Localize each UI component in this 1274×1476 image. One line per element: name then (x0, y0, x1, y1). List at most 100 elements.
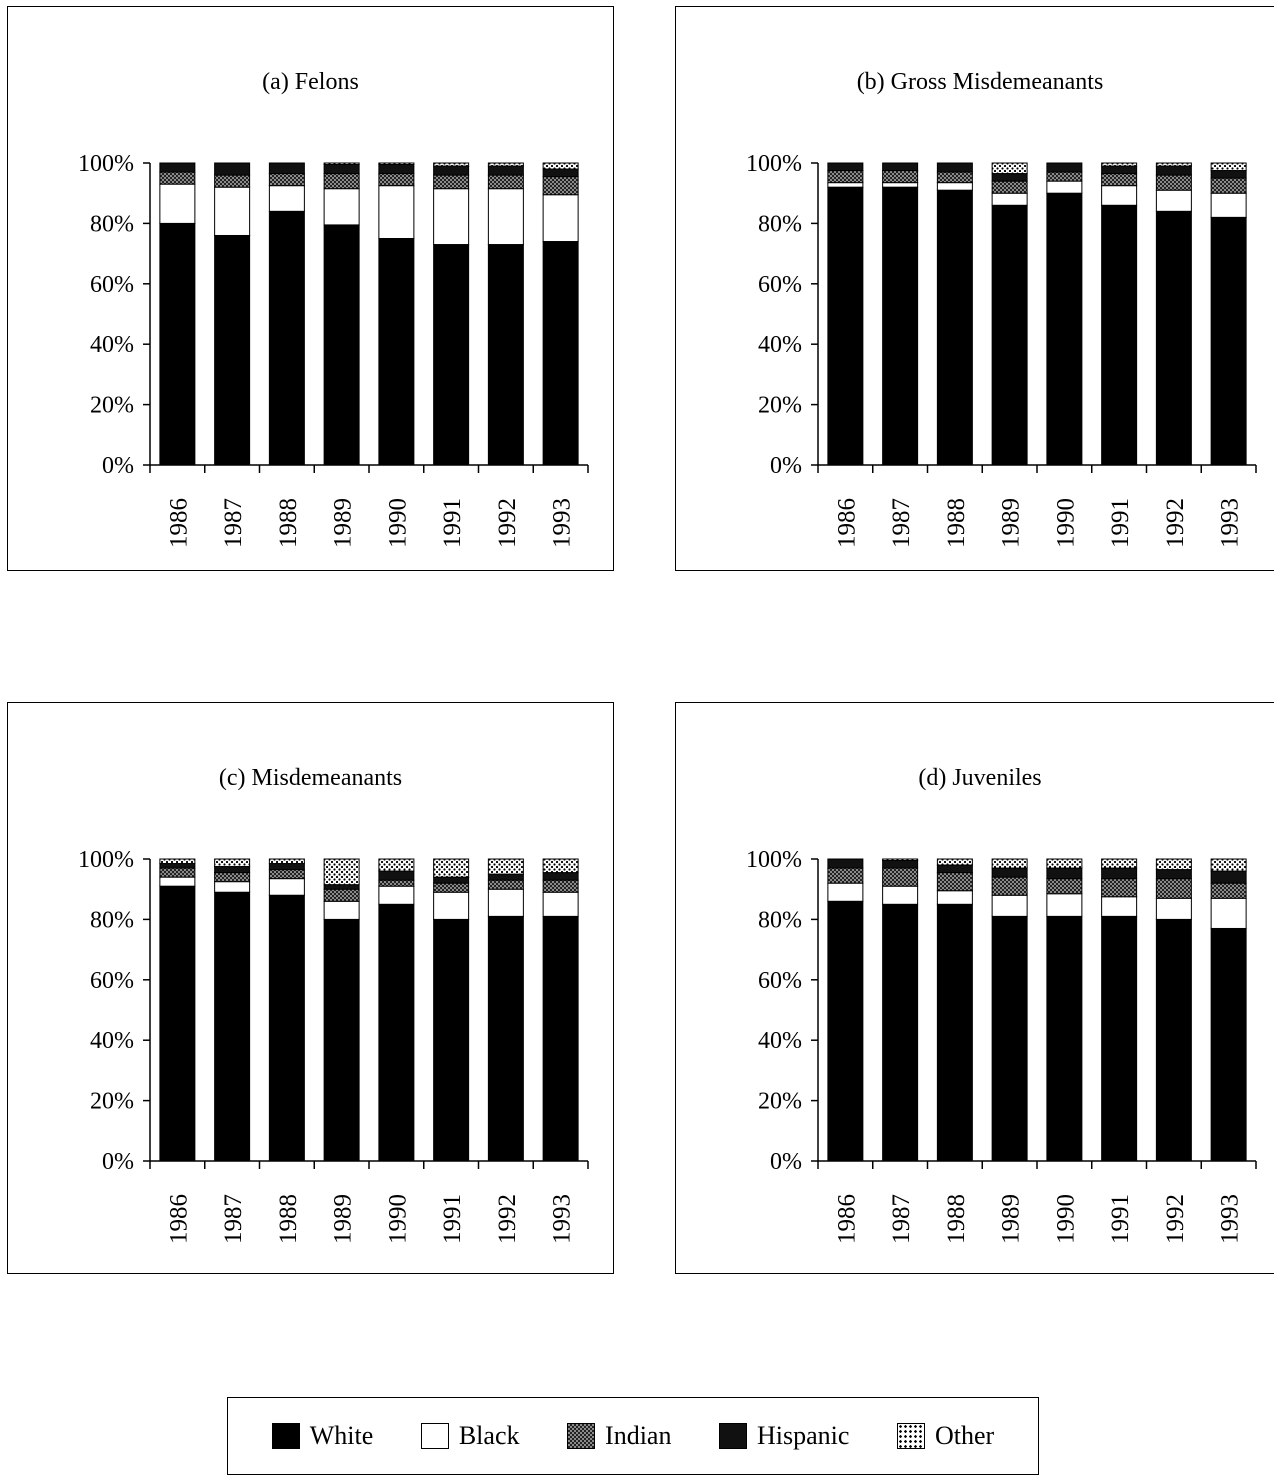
y-tick-label: 40% (758, 1028, 802, 1054)
x-tick-label: 1988 (943, 498, 970, 548)
bar-segment-indian (268, 869, 305, 880)
x-tick-label: 1991 (1107, 1194, 1134, 1244)
x-tick-label: 1991 (439, 498, 466, 548)
legend-label: Hispanic (757, 1421, 850, 1450)
bar-segment-other (1210, 858, 1247, 872)
x-tick-label: 1988 (943, 1194, 970, 1244)
bar-segment-white (268, 210, 305, 466)
x-tick-label: 1987 (220, 1194, 247, 1244)
bar-segment-black (936, 182, 973, 191)
bar-segment-other (936, 858, 973, 866)
bar-segment-other (1155, 858, 1192, 871)
legend-swatch-indian (567, 1423, 596, 1449)
bar-segment-indian (268, 173, 305, 187)
x-tick-label: 1993 (1217, 498, 1244, 548)
x-tick-label: 1989 (998, 498, 1025, 548)
y-tick-label: 100% (78, 847, 134, 873)
bar-segment-hispanic (487, 873, 524, 881)
bar-segment-other (882, 858, 919, 862)
x-tick-label: 1986 (165, 498, 192, 548)
bar-segment-black (1210, 897, 1247, 929)
y-tick-label: 60% (758, 968, 802, 994)
bar-segment-black (487, 888, 524, 917)
bar-segment-other (323, 858, 360, 886)
bar-segment-hispanic (1101, 867, 1138, 880)
bar-segment-hispanic (827, 162, 864, 172)
bar-segment-black (542, 194, 579, 243)
bar-segment-white (323, 224, 360, 466)
bar-segment-indian (991, 180, 1028, 194)
bar-segment-other (433, 858, 470, 878)
y-tick-label: 80% (758, 907, 802, 933)
bar-segment-other (991, 162, 1028, 175)
bar-segment-hispanic (542, 872, 579, 881)
bar-segment-other (487, 858, 524, 875)
bar-segment-white (378, 238, 415, 466)
bar-segment-hispanic (882, 162, 919, 172)
bar-segment-other (1046, 858, 1083, 869)
legend-item-black: Black (420, 1421, 520, 1451)
chart-title: (d) Juveniles (918, 765, 1042, 791)
x-tick-label: 1987 (888, 498, 915, 548)
x-tick-label: 1993 (1217, 1194, 1244, 1244)
bar-segment-hispanic (159, 162, 196, 173)
bar-segment-indian (542, 879, 579, 893)
bar-segment-hispanic (268, 162, 305, 175)
bar-segment-white (1046, 192, 1083, 466)
bar-segment-white (1155, 918, 1192, 1162)
y-tick-label: 80% (90, 907, 134, 933)
bar-segment-indian (159, 867, 196, 878)
bar-segment-hispanic (487, 165, 524, 176)
bar-segment-other (542, 162, 579, 170)
bar-segment-indian (936, 872, 973, 892)
bar-segment-white (1046, 915, 1083, 1162)
x-tick-label: 1991 (439, 1194, 466, 1244)
bar-segment-black (827, 882, 864, 902)
bar-segment-other (1210, 162, 1247, 172)
bar-segment-other (378, 162, 415, 166)
bar-segment-white (1210, 927, 1247, 1162)
x-tick-label: 1992 (494, 1194, 521, 1244)
bar-segment-hispanic (378, 164, 415, 175)
bar-segment-white (1155, 210, 1192, 466)
x-tick-label: 1990 (1052, 1194, 1079, 1244)
y-tick-label: 20% (90, 393, 134, 419)
x-tick-label: 1989 (330, 498, 357, 548)
x-tick-label: 1986 (833, 1194, 860, 1244)
bar-segment-white (214, 234, 251, 466)
bar-segment-hispanic (1155, 165, 1192, 176)
x-tick-label: 1993 (549, 1194, 576, 1244)
bar-segment-hispanic (1101, 165, 1138, 175)
bar-segment-black (827, 182, 864, 188)
bar-segment-other (433, 162, 470, 167)
x-tick-label: 1993 (549, 498, 576, 548)
bar-segment-indian (378, 173, 415, 187)
y-tick-label: 0% (770, 1149, 802, 1175)
bar-segment-black (936, 890, 973, 905)
bar-segment-black (268, 878, 305, 896)
bar-segment-indian (214, 174, 251, 188)
bar-segment-indian (936, 171, 973, 184)
bar-segment-black (159, 876, 196, 887)
y-tick-label: 40% (758, 332, 802, 358)
x-tick-label: 1992 (494, 498, 521, 548)
bar-segment-black (378, 185, 415, 239)
x-tick-label: 1990 (384, 1194, 411, 1244)
x-tick-label: 1987 (888, 1194, 915, 1244)
bar-segment-black (214, 186, 251, 236)
bar-segment-black (214, 881, 251, 893)
bar-segment-indian (1155, 878, 1192, 899)
chart-legend: White Black Indian Hispanic Other (227, 1397, 1039, 1475)
bar-segment-other (268, 858, 305, 865)
bar-segment-indian (323, 888, 360, 902)
x-tick-label: 1989 (998, 1194, 1025, 1244)
x-tick-label: 1991 (1107, 498, 1134, 548)
legend-label: Other (934, 1421, 995, 1450)
bar-segment-white (542, 915, 579, 1162)
bar-segment-black (268, 185, 305, 212)
bar-segment-indian (542, 176, 579, 196)
bar-segment-hispanic (1046, 162, 1083, 173)
x-tick-label: 1988 (275, 498, 302, 548)
chart-svg: 0% 20% 40% 60% 80% 100% 1986 1987 1988 1989 1990 19… (746, 151, 1257, 548)
bar-segment-other (1155, 162, 1192, 167)
